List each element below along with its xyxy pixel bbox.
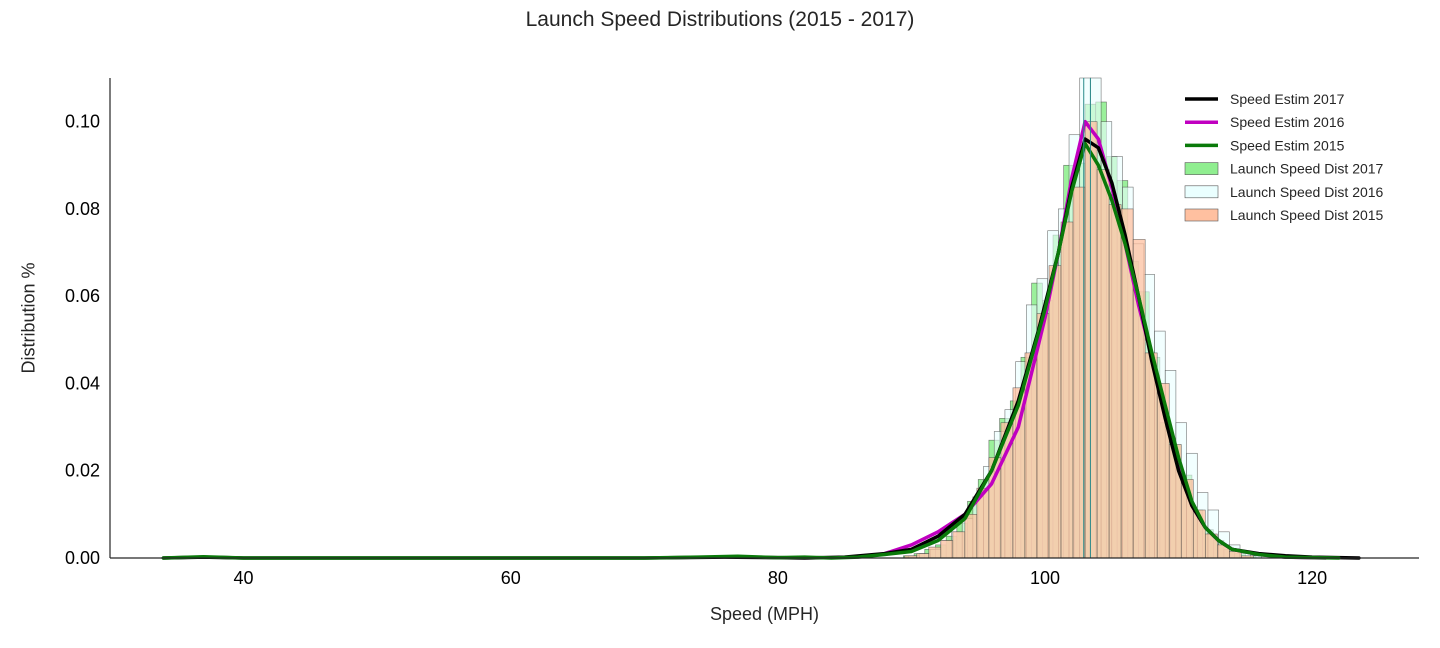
hist-bar-2015: [916, 553, 930, 559]
legend-label: Launch Speed Dist 2016: [1230, 184, 1384, 200]
chart-title: Launch Speed Distributions (2015 - 2017): [525, 8, 915, 31]
hist-bar-2015: [1084, 121, 1098, 559]
x-tick-label: 80: [768, 568, 788, 588]
legend-patch-swatch: [1184, 208, 1219, 222]
mean-lines-layer: [1083, 78, 1091, 558]
legend-patch-swatch: [1184, 185, 1219, 199]
legend-label: Launch Speed Dist 2017: [1230, 161, 1384, 177]
axes-layer: 40 60 80 100 120 0.00 0.02 0.04 0.06 0.08 0.10: [65, 78, 1419, 588]
x-tick-label: 100: [1030, 568, 1060, 588]
x-axis-label: Speed (MPH): [709, 604, 820, 624]
x-tick-label: 60: [501, 568, 521, 588]
hist-bar-2015: [1096, 169, 1110, 559]
hist-bar-2015: [1060, 221, 1074, 559]
y-tick-label: 0.08: [65, 199, 100, 219]
legend-patch-swatch: [1184, 162, 1219, 175]
y-tick-label: 0.04: [65, 373, 100, 393]
legend-label: Speed Estim 2016: [1230, 114, 1345, 130]
x-tick-label: 40: [234, 568, 254, 588]
hist-bar-2015: [964, 514, 978, 559]
legend-label: Launch Speed Dist 2015: [1230, 207, 1384, 223]
y-tick-label: 0.10: [65, 112, 100, 132]
kde-layer: [161, 119, 1361, 560]
legend-label: Speed Estim 2017: [1230, 91, 1345, 107]
y-tick-label: 0.00: [65, 548, 100, 568]
legend-label: Speed Estim 2015: [1230, 137, 1345, 153]
hist-bar-2015: [928, 546, 942, 559]
kde-line-speed-estim-2015: [161, 141, 1341, 560]
hist-bar-2015: [940, 540, 954, 559]
x-tick-label: 120: [1297, 568, 1327, 588]
hist-bar-2015: [1048, 265, 1062, 559]
hist-bar-2015: [952, 531, 966, 559]
hist-bar-2015: [1108, 204, 1122, 559]
y-tick-label: 0.06: [65, 286, 100, 306]
legend: Speed Estim 2017 Speed Estim 2016 Speed Es…: [1184, 91, 1384, 223]
hist-bar-2015: [1024, 352, 1038, 559]
y-tick-label: 0.02: [65, 461, 100, 481]
